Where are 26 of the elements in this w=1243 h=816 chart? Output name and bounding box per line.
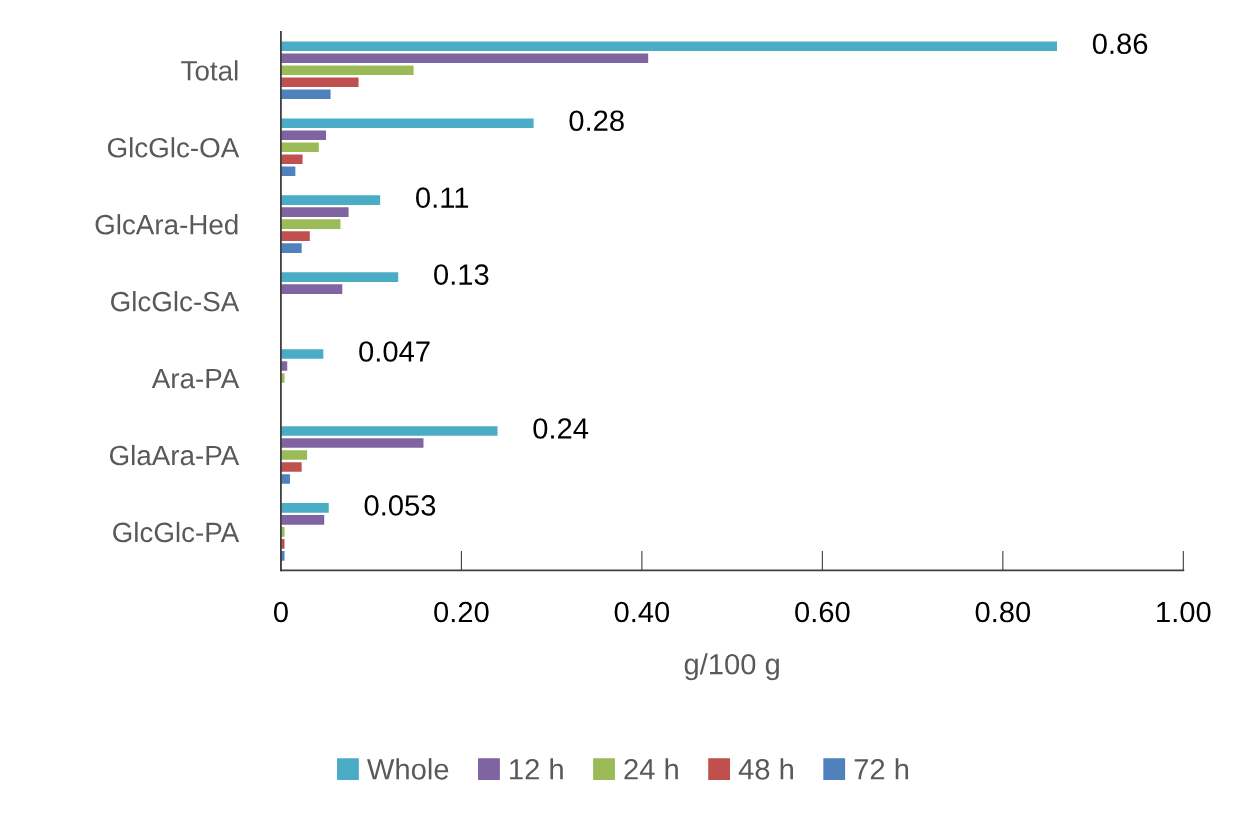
- data-label: 0.11: [416, 187, 469, 208]
- data-label: 0.053: [364, 495, 436, 516]
- y-tick-label: GlcGlc-SA: [111, 291, 240, 312]
- data-label: 0.28: [569, 110, 624, 132]
- x-tick-label: 0.20: [434, 601, 489, 623]
- y-tick-label: GlaAra-PA: [109, 444, 240, 466]
- y-tick-label: GlcGlc-OA: [107, 137, 240, 158]
- data-label: 0.24: [533, 418, 589, 439]
- y-tick-label: Ara-PA: [151, 369, 240, 389]
- legend-label: 12 h: [510, 758, 563, 780]
- y-tick-label: Total: [181, 60, 238, 81]
- x-tick-label: 0: [273, 601, 288, 623]
- data-label: 0.86: [1092, 33, 1148, 55]
- x-tick-label: 1.00: [1157, 601, 1211, 623]
- data-label: 0.047: [359, 341, 430, 362]
- x-tick-label: 0.60: [795, 601, 850, 623]
- legend-label: 48 h: [738, 758, 793, 780]
- y-tick-label: GlcGlc-PA: [113, 521, 240, 543]
- y-tick-label: GlcAra-Hed: [95, 214, 238, 235]
- x-tick-label: 0.40: [614, 601, 670, 623]
- x-tick-label: 0.80: [975, 601, 1031, 623]
- legend-label: 24 h: [624, 758, 678, 780]
- data-label: 0.13: [434, 264, 489, 285]
- legend-label: 72 h: [854, 758, 909, 780]
- x-axis-title: g/100 g: [684, 653, 779, 681]
- legend-label: Whole: [367, 758, 449, 780]
